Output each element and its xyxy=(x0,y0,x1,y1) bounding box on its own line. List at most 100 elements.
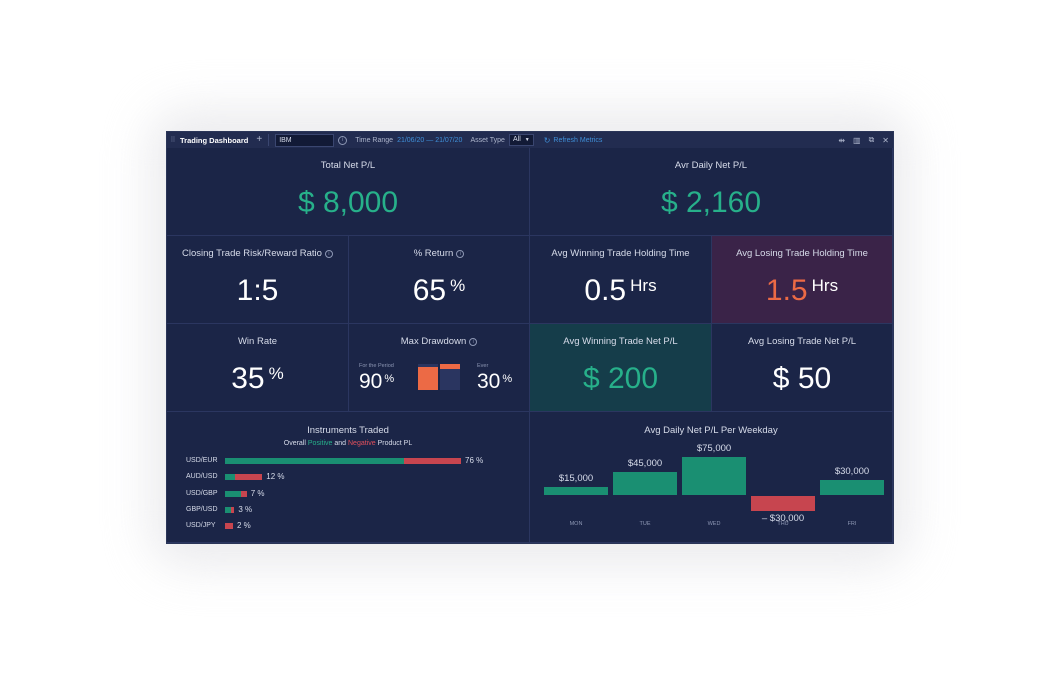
drawdown-ever-number: 30 xyxy=(477,370,501,393)
drawdown-ever-unit: % xyxy=(502,373,513,385)
instruments-title: Instruments Traded xyxy=(307,425,389,436)
asset-type-label: Asset Type xyxy=(470,136,505,144)
risk-reward-value: 1:5 xyxy=(236,274,279,307)
weekday-value-label: $45,000 xyxy=(627,458,663,470)
lose-hold-label: Avg Losing Trade Holding Time xyxy=(736,248,868,259)
instrument-row: USD/EUR 76 % xyxy=(167,455,530,467)
instrument-negative-bar xyxy=(225,523,233,530)
instrument-percent: 76 % xyxy=(465,456,484,465)
win-hold-value: 0.5 Hrs xyxy=(530,274,711,308)
weekday-value-label: $15,000 xyxy=(558,473,594,485)
risk-reward-tile: Closing Trade Risk/Reward Ratio i 1:5 xyxy=(167,236,349,324)
instrument-negative-bar xyxy=(230,506,235,513)
weekday-bar-mon[interactable] xyxy=(544,487,608,495)
instrument-row: AUD/USD 12 % xyxy=(167,471,530,483)
weekday-bar-fri[interactable] xyxy=(820,479,884,495)
pct-return-label-text: % Return xyxy=(413,248,454,259)
subtitle-negative: Negative xyxy=(348,440,376,447)
win-hold-tile: Avg Winning Trade Holding Time 0.5 Hrs xyxy=(530,236,712,324)
lose-hold-unit: Hrs xyxy=(811,276,839,295)
pct-return-tile: % Return i 65% xyxy=(349,236,530,324)
avg-daily-tile: Avr Daily Net P/L $ 2,160 xyxy=(530,148,893,236)
win-rate-value: 35% xyxy=(167,362,348,396)
win-net-label: Avg Winning Trade Net P/L xyxy=(563,336,678,347)
asset-type-select[interactable]: All ▼ xyxy=(508,134,534,146)
instrument-positive-bar xyxy=(225,490,242,497)
instruments-subtitle: Overall Positive and Negative Product PL xyxy=(167,440,529,447)
avg-daily-label: Avr Daily Net P/L xyxy=(674,160,748,171)
instrument-positive-bar xyxy=(225,474,236,481)
instrument-name: AUD/USD xyxy=(186,473,218,481)
instrument-name: USD/EUR xyxy=(186,457,218,464)
refresh-metrics-button[interactable]: ↻ Refresh Metrics xyxy=(544,136,603,145)
lose-hold-tile: Avg Losing Trade Holding Time 1.5 Hrs xyxy=(712,236,893,324)
instrument-name: USD/GBP xyxy=(186,489,218,497)
instrument-row: USD/JPY 2 % xyxy=(167,520,530,532)
weekday-bar-tue[interactable] xyxy=(613,472,677,495)
lose-hold-value: 1.5 Hrs xyxy=(712,274,892,308)
pct-return-number: 65 xyxy=(412,274,447,307)
drawdown-period-number: 90 xyxy=(359,370,383,393)
weekday-tick-label: TUE xyxy=(639,521,651,527)
instrument-name: USD/JPY xyxy=(186,522,216,530)
win-hold-unit: Hrs xyxy=(630,276,657,295)
weekday-bar-wed[interactable] xyxy=(682,457,746,495)
weekday-bar-thu[interactable] xyxy=(751,496,815,512)
drag-handle-icon[interactable]: ⠿ xyxy=(170,137,176,144)
refresh-icon: ↻ xyxy=(543,135,551,145)
lose-hold-number: 1.5 xyxy=(765,274,808,307)
total-net-tile: Total Net P/L $ 8,000 xyxy=(167,148,530,236)
weekday-chart-tile: Avg Daily Net P/L Per Weekday $15,000 MON… xyxy=(530,412,893,543)
drawdown-ever-value: 30% xyxy=(477,370,512,394)
instrument-name: GBP/USD xyxy=(186,505,218,513)
drawdown-ever-fill xyxy=(440,364,460,369)
divider xyxy=(268,134,270,146)
weekday-value-label: $30,000 xyxy=(834,465,870,477)
lose-net-value: $ 50 xyxy=(772,362,832,395)
weekday-tick-label: MON xyxy=(569,521,583,527)
drawdown-period-caption: For the Period xyxy=(359,363,394,369)
win-hold-number: 0.5 xyxy=(584,274,627,307)
columns-icon[interactable]: ▥ xyxy=(853,135,861,145)
refresh-label: Refresh Metrics xyxy=(553,136,603,144)
window-controls: ⇹ ▥ ⧉ ✕ xyxy=(838,132,889,148)
lose-net-tile: Avg Losing Trade Net P/L $ 50 xyxy=(712,324,893,412)
drawdown-ever-box xyxy=(440,364,460,390)
instrument-negative-bar xyxy=(235,474,263,481)
drawdown-period-unit: % xyxy=(384,373,395,385)
instrument-positive-bar xyxy=(225,506,231,513)
chevron-down-icon: ▼ xyxy=(524,137,530,143)
drawdown-ever-caption: Ever xyxy=(477,363,489,369)
instrument-percent: 7 % xyxy=(250,488,265,498)
info-icon[interactable]: i xyxy=(324,250,333,258)
win-hold-label: Avg Winning Trade Holding Time xyxy=(551,248,690,259)
pct-return-unit: % xyxy=(450,276,466,295)
transfer-icon[interactable]: ⇹ xyxy=(838,135,846,145)
titlebar: ⠿ Trading Dashboard + IBM i Time Range 2… xyxy=(167,132,893,149)
asset-type-value: All xyxy=(512,136,521,143)
win-net-value: $ 200 xyxy=(582,362,659,395)
instrument-row: USD/GBP 7 % xyxy=(167,488,530,500)
symbol-input[interactable]: IBM xyxy=(275,133,335,147)
close-icon[interactable]: ✕ xyxy=(882,135,889,145)
instrument-negative-bar xyxy=(241,490,247,497)
info-icon[interactable]: i xyxy=(456,250,465,258)
info-icon[interactable]: i xyxy=(469,338,478,346)
win-rate-number: 35 xyxy=(231,362,265,395)
instrument-row: GBP/USD 3 % xyxy=(167,504,530,516)
info-icon[interactable]: i xyxy=(338,135,348,145)
drawdown-period-value: 90% xyxy=(359,370,394,394)
plus-icon[interactable]: + xyxy=(256,134,263,145)
total-net-label: Total Net P/L xyxy=(320,160,376,171)
instrument-positive-bar xyxy=(225,458,405,464)
restore-icon[interactable]: ⧉ xyxy=(868,135,875,144)
weekday-chart-title: Avg Daily Net P/L Per Weekday xyxy=(644,425,778,436)
win-rate-unit: % xyxy=(268,364,284,383)
total-net-value: $ 8,000 xyxy=(297,186,399,219)
window-title: Trading Dashboard xyxy=(180,135,249,145)
subtitle-and: and xyxy=(334,440,347,447)
weekday-tick-label: THU xyxy=(777,521,789,527)
time-range-value[interactable]: 21/06/20 — 21/07/20 xyxy=(397,136,463,144)
weekday-value-label: – $30,000 xyxy=(761,513,805,525)
max-drawdown-label-text: Max Drawdown xyxy=(400,336,467,347)
